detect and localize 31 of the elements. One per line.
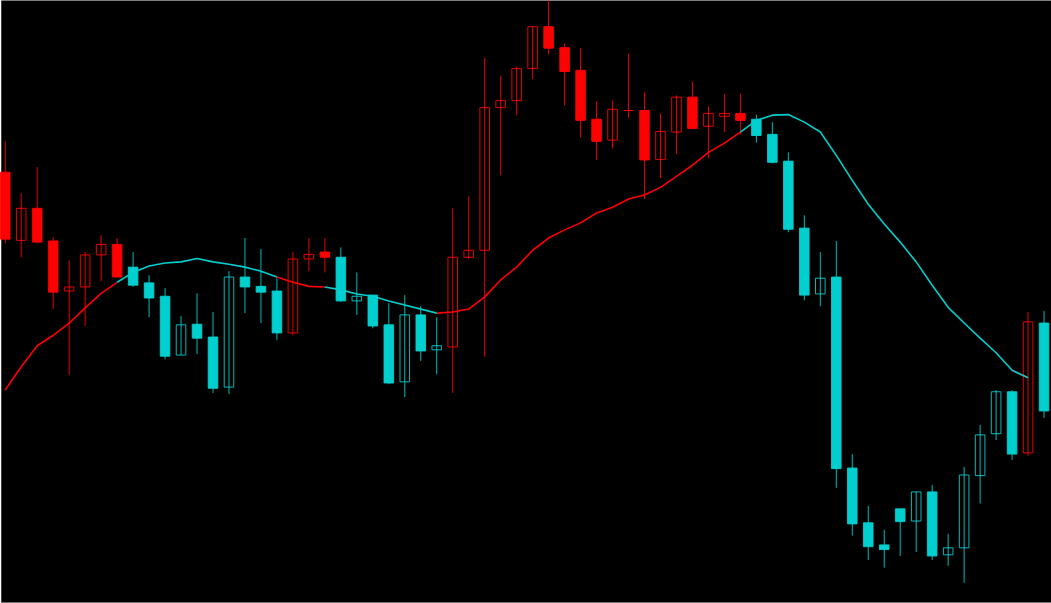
candlestick — [527, 26, 538, 80]
candlestick — [990, 389, 1002, 441]
candlestick — [1022, 311, 1034, 457]
candlestick — [143, 274, 155, 318]
candlestick — [910, 491, 922, 553]
candlestick — [894, 508, 906, 557]
candlestick — [303, 237, 315, 272]
candlestick — [591, 100, 602, 161]
candlestick — [607, 100, 618, 149]
candlestick — [863, 505, 874, 561]
candlestick — [191, 293, 203, 355]
candlestick — [223, 270, 235, 395]
candlestick — [719, 93, 730, 133]
candlestick — [815, 251, 826, 307]
candlestick — [495, 75, 506, 176]
candlestick — [175, 315, 187, 356]
candlestick — [15, 192, 27, 258]
candlestick — [671, 95, 682, 155]
candlestick — [942, 533, 954, 567]
candlestick — [623, 53, 634, 119]
candlestick — [559, 43, 570, 106]
candlestick — [431, 316, 442, 375]
candlestick — [95, 234, 107, 282]
candlestick — [958, 466, 970, 584]
candlestick — [655, 113, 666, 179]
candlestick — [974, 424, 986, 505]
candlestick — [878, 529, 890, 569]
candlestick — [319, 237, 331, 273]
candlestick — [543, 0, 554, 56]
candlestick — [511, 65, 522, 116]
candlestick — [463, 195, 474, 260]
